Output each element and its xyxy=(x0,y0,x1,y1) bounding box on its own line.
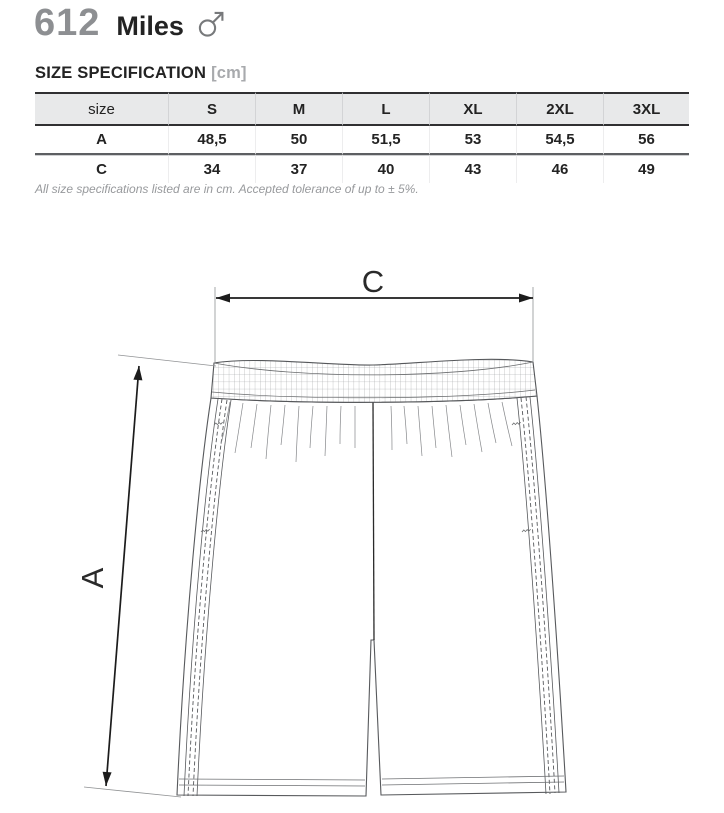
size-cell: 50 xyxy=(255,126,342,155)
size-cell: 46 xyxy=(516,155,603,183)
column-header-m: M xyxy=(255,92,342,126)
shorts-body xyxy=(176,395,567,797)
fly-line xyxy=(372,400,375,641)
product-header: 612 Miles xyxy=(34,4,227,42)
dimension-a-label: A xyxy=(75,567,110,588)
size-cell: 51,5 xyxy=(342,126,429,155)
size-cell: 43 xyxy=(429,155,516,183)
bartack-marks xyxy=(200,421,531,533)
column-header-size: size xyxy=(35,92,168,126)
product-code: 612 xyxy=(34,2,101,44)
table-header-row: size S M L XL 2XL 3XL xyxy=(35,92,689,126)
size-cell: 34 xyxy=(168,155,255,183)
tolerance-note: All size specifications listed are in cm… xyxy=(35,182,419,196)
size-cell: 40 xyxy=(342,155,429,183)
shorts-diagram: C A xyxy=(75,264,567,798)
table-row-a: A 48,5 50 51,5 53 54,5 56 xyxy=(35,126,689,155)
wrinkle-lines xyxy=(220,401,513,463)
dimension-c-label: C xyxy=(362,264,384,299)
size-cell: 49 xyxy=(603,155,689,183)
size-cell: 54,5 xyxy=(516,126,603,155)
size-cell: 48,5 xyxy=(168,126,255,155)
row-a-label: A xyxy=(35,126,168,155)
size-cell: 56 xyxy=(603,126,689,155)
size-cell: 53 xyxy=(429,126,516,155)
column-header-l: L xyxy=(342,92,429,126)
product-name: Miles xyxy=(116,11,184,41)
column-header-3xl: 3XL xyxy=(603,92,689,126)
section-title: SIZE SPECIFICATION [cm] xyxy=(35,64,247,83)
male-icon xyxy=(197,9,227,44)
right-side-stripe xyxy=(516,396,560,795)
dimension-c: C xyxy=(214,264,534,363)
column-header-2xl: 2XL xyxy=(516,92,603,126)
unit-label: [cm] xyxy=(211,64,247,82)
left-side-stripe xyxy=(183,398,232,797)
size-cell: 37 xyxy=(255,155,342,183)
section-title-text: SIZE SPECIFICATION xyxy=(35,64,207,82)
table-row-c: C 34 37 40 43 46 49 xyxy=(35,155,689,183)
size-table: size S M L XL 2XL 3XL A 48,5 50 51,5 53 … xyxy=(35,92,689,183)
dimension-a: A xyxy=(75,354,217,798)
column-header-s: S xyxy=(168,92,255,126)
hem-stitching xyxy=(178,775,565,787)
elastic-waistband xyxy=(210,358,538,403)
row-c-label: C xyxy=(35,155,168,183)
column-header-xl: XL xyxy=(429,92,516,126)
